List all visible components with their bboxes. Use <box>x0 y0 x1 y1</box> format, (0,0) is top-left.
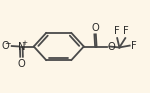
Text: F: F <box>114 26 120 36</box>
Text: O: O <box>1 41 9 51</box>
Text: F: F <box>131 41 136 51</box>
Text: F: F <box>123 26 129 36</box>
Text: O: O <box>18 59 26 69</box>
Text: O: O <box>107 41 115 52</box>
Text: −: − <box>4 39 10 48</box>
Text: +: + <box>21 40 27 46</box>
Text: N: N <box>18 41 25 52</box>
Text: O: O <box>91 23 99 33</box>
